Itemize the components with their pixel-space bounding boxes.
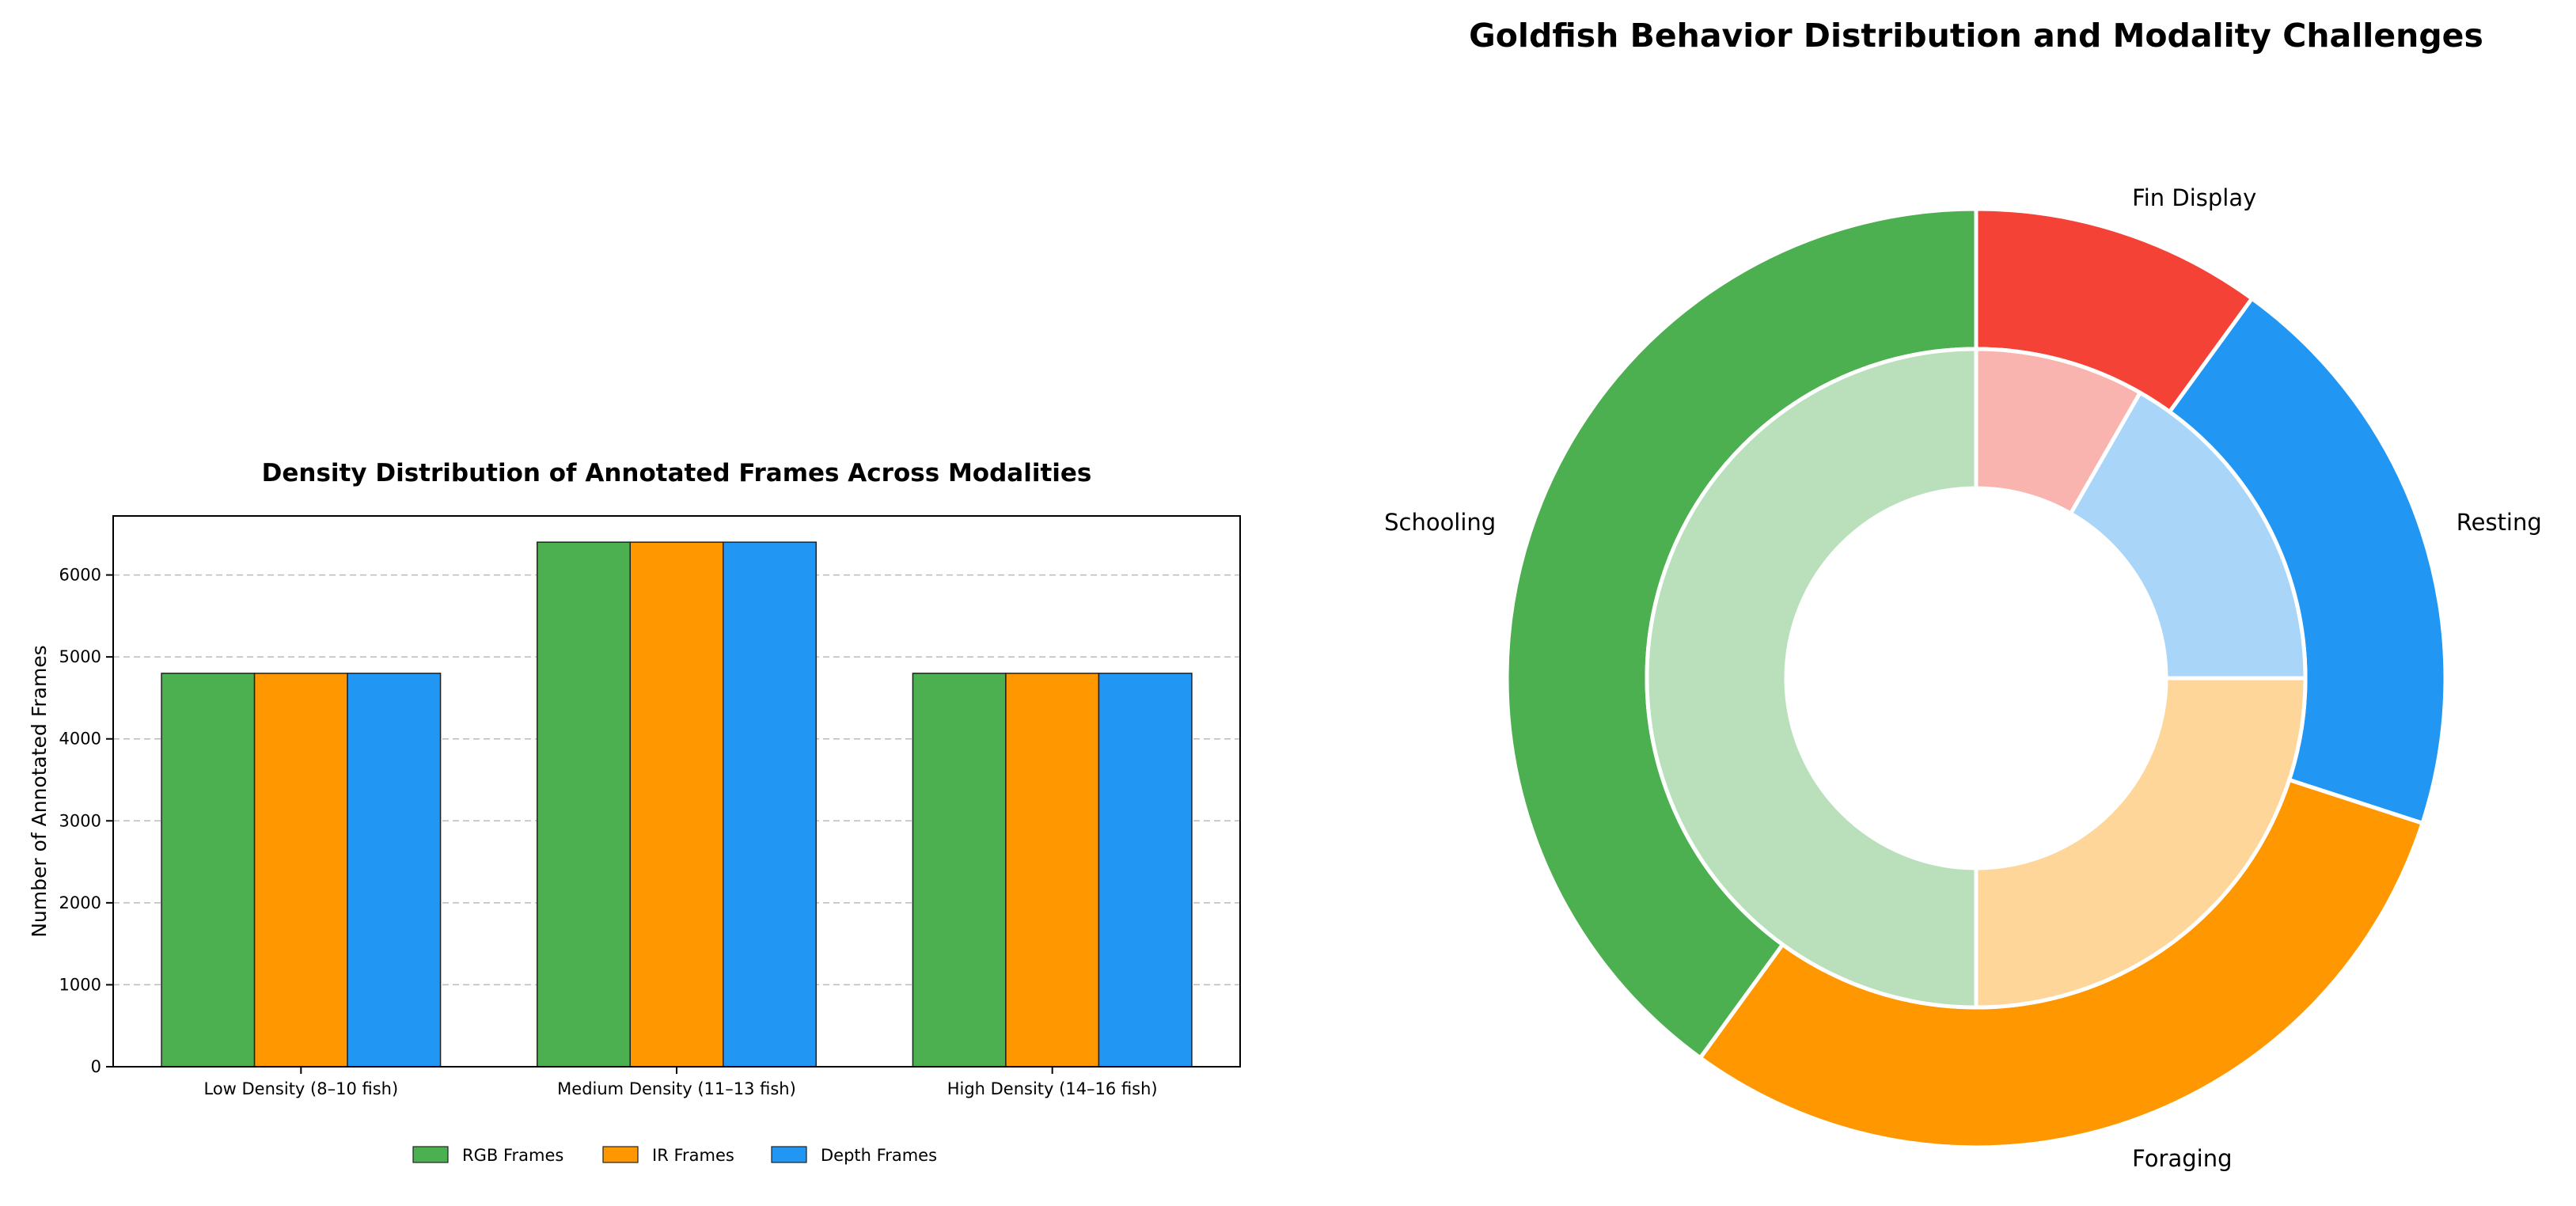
legend-label-depth-frames: Depth Frames xyxy=(821,1146,937,1165)
x-tick-label: Medium Density (11–13 fish) xyxy=(557,1079,796,1098)
bar-ir-frames-2 xyxy=(1005,673,1100,1068)
legend-swatch-depth-frames xyxy=(771,1146,807,1163)
x-tick-label: Low Density (8–10 fish) xyxy=(203,1079,398,1098)
y-tick-label: 5000 xyxy=(59,647,101,666)
y-tick-label: 2000 xyxy=(59,893,101,912)
legend-label-ir-frames: IR Frames xyxy=(652,1146,734,1165)
donut-chart: Goldfish Behavior Distribution and Modal… xyxy=(1384,17,2542,1172)
y-tick-label: 0 xyxy=(91,1057,101,1076)
bar-y-ticks: 0 1000 2000 3000 4000 5000 6000 xyxy=(59,566,113,1076)
inner-wedge-1 xyxy=(2068,389,2308,681)
bar-chart-title: Density Distribution of Annotated Frames… xyxy=(262,459,1092,487)
bar-x-ticks: Low Density (8–10 fish) Medium Density (1… xyxy=(203,1067,1158,1098)
legend-swatch-ir-frames xyxy=(602,1146,639,1163)
donut-inner-ring xyxy=(1645,347,2308,1010)
bar-rgb-frames-0 xyxy=(161,673,256,1068)
donut-label-fin-display: Fin Display xyxy=(2132,184,2256,211)
bar-series xyxy=(161,541,1193,1068)
y-tick-label: 3000 xyxy=(59,811,101,830)
donut-labels: Fin Display Resting Foraging Schooling xyxy=(1384,184,2542,1172)
inner-wedge-2 xyxy=(1974,676,2308,1010)
bar-legend: RGB Frames IR Frames Depth Frames xyxy=(412,1146,937,1165)
bar-depth-frames-1 xyxy=(723,541,817,1068)
bar-rgb-frames-2 xyxy=(912,673,1007,1068)
donut-label-resting: Resting xyxy=(2456,509,2542,536)
y-tick-label: 4000 xyxy=(59,730,101,749)
legend-swatch-rgb-frames xyxy=(412,1146,449,1163)
bar-ir-frames-1 xyxy=(629,541,724,1068)
bar-ir-frames-0 xyxy=(253,673,348,1068)
y-tick-label: 1000 xyxy=(59,975,101,994)
bar-depth-frames-2 xyxy=(1098,673,1193,1068)
legend-label-rgb-frames: RGB Frames xyxy=(462,1146,563,1165)
inner-wedge-3 xyxy=(1645,347,1978,1010)
donut-chart-title: Goldfish Behavior Distribution and Modal… xyxy=(1469,17,2483,55)
bar-chart: Density Distribution of Annotated Frames… xyxy=(28,459,1241,1165)
donut-label-foraging: Foraging xyxy=(2132,1145,2232,1172)
bar-y-axis-label: Number of Annotated Frames xyxy=(28,645,51,938)
bar-depth-frames-0 xyxy=(347,673,442,1068)
donut-label-schooling: Schooling xyxy=(1384,509,1496,536)
x-tick-label: High Density (14–16 fish) xyxy=(947,1079,1158,1098)
y-tick-label: 6000 xyxy=(59,566,101,585)
bar-rgb-frames-1 xyxy=(537,541,631,1068)
